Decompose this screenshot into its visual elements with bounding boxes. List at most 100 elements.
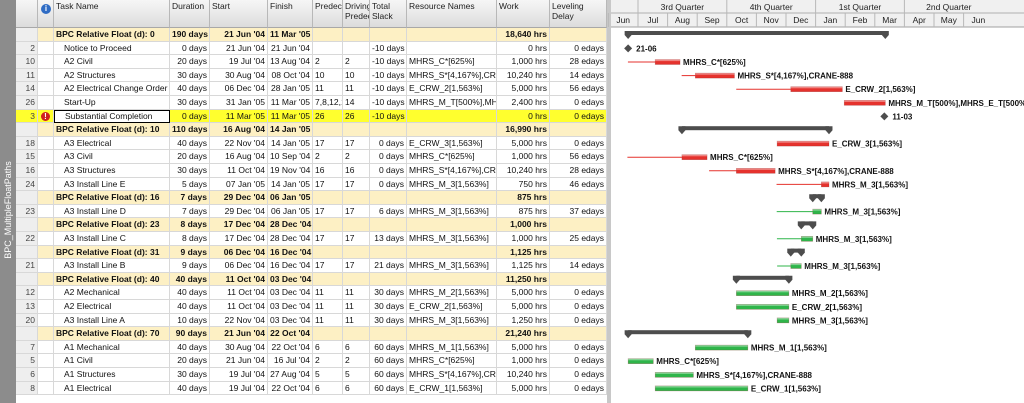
task-predecessors: 16: [313, 164, 343, 178]
split-bar[interactable]: [607, 0, 611, 403]
task-name[interactable]: A3 Civil: [54, 150, 170, 164]
task-name[interactable]: A3 Install Line E: [54, 177, 170, 192]
column-header[interactable]: Finish: [268, 0, 313, 28]
bar-label: MHRS_M_2[1,563%]: [792, 289, 868, 298]
task-delay: 0 edays: [550, 300, 607, 314]
quarter-label: 3rd Quarter: [661, 2, 705, 12]
indicator-cell: [38, 41, 54, 56]
group-cell: [343, 245, 370, 260]
indicator-cell: [38, 245, 54, 260]
group-cell: [550, 123, 607, 137]
task-name[interactable]: Substantial Completion: [54, 109, 170, 124]
task-name[interactable]: A3 Install Line C: [54, 232, 170, 246]
column-header[interactable]: Leveling Delay: [550, 0, 607, 28]
indicator-cell: [38, 55, 54, 69]
task-start: 29 Dec '04: [210, 204, 268, 219]
task-duration: 40 days: [170, 136, 210, 151]
task-finish: 03 Dec '04: [268, 300, 313, 314]
task-predecessors: 2: [313, 150, 343, 164]
bar-label: MHRS_M_3[1,563%]: [816, 235, 892, 244]
task-work: 5,000 hrs: [497, 381, 550, 396]
task-bar: [790, 263, 802, 269]
task-resources: E_CRW_3[1,563%]: [407, 136, 497, 151]
task-duration: 20 days: [170, 354, 210, 368]
task-duration: 40 days: [170, 340, 210, 355]
task-name[interactable]: A2 Civil: [54, 55, 170, 69]
task-finish: 16 Dec '04: [268, 259, 313, 273]
task-name[interactable]: A2 Electrical: [54, 300, 170, 314]
column-header[interactable]: Resource Names: [407, 0, 497, 28]
task-driving: 2: [343, 55, 370, 69]
task-bar-shine: [695, 345, 748, 347]
task-name[interactable]: A3 Install Line D: [54, 204, 170, 219]
group-cell: [550, 218, 607, 232]
task-name[interactable]: A3 Electrical: [54, 136, 170, 151]
row-header: 3: [16, 109, 38, 124]
group-cell: [370, 245, 407, 260]
group-name: BPC Relative Float (d): 70: [54, 327, 170, 341]
column-header[interactable]: Total Slack: [370, 0, 407, 28]
task-duration: 0 days: [170, 41, 210, 56]
task-start: 31 Jan '05: [210, 96, 268, 110]
task-name[interactable]: A2 Mechanical: [54, 286, 170, 300]
task-finish: 16 Jul '04: [268, 354, 313, 368]
group-cell: [343, 191, 370, 205]
task-work: 0 hrs: [497, 41, 550, 56]
group-cell: [343, 28, 370, 42]
task-name[interactable]: A3 Install Line A: [54, 313, 170, 328]
task-name[interactable]: A1 Electrical: [54, 381, 170, 396]
task-predecessors: 2: [313, 55, 343, 69]
task-name[interactable]: A3 Install Line B: [54, 259, 170, 273]
bar-label: E_CRW_1[1,563%]: [751, 384, 821, 393]
column-header[interactable]: Task Name: [54, 0, 170, 28]
row-header: 2: [16, 41, 38, 56]
task-slack: 0 days: [370, 177, 407, 192]
task-resources: MHRS_M_1[1,563%]: [407, 340, 497, 355]
task-start: 16 Aug '04: [210, 150, 268, 164]
group-cell: [550, 28, 607, 42]
task-slack: 30 days: [370, 313, 407, 328]
task-name[interactable]: A1 Civil: [54, 354, 170, 368]
task-name[interactable]: A2 Structures: [54, 68, 170, 83]
task-resources: E_CRW_1[1,563%]: [407, 381, 497, 396]
task-duration: 20 days: [170, 150, 210, 164]
task-name[interactable]: A1 Structures: [54, 368, 170, 382]
column-header[interactable]: Duration: [170, 0, 210, 28]
column-header[interactable]: Start: [210, 0, 268, 28]
task-name[interactable]: Notice to Proceed: [54, 41, 170, 56]
task-start: 30 Aug '04: [210, 68, 268, 83]
task-work: 5,000 hrs: [497, 340, 550, 355]
task-work: 1,125 hrs: [497, 259, 550, 273]
task-finish: 14 Jan '05: [268, 136, 313, 151]
month-label: Jan: [824, 15, 838, 25]
task-name[interactable]: A2 Electrical Change Order: [54, 82, 170, 96]
summary-end: [817, 194, 825, 203]
column-header[interactable]: Predecessors: [313, 0, 343, 28]
column-header[interactable]: Driving Predecessors: [343, 0, 370, 28]
task-bar-shine: [790, 263, 802, 266]
group-start: 21 Jun '04: [210, 28, 268, 42]
warning-icon[interactable]: !: [41, 111, 50, 121]
row-header: 7: [16, 340, 38, 355]
task-duration: 0 days: [170, 109, 210, 124]
task-resources: MHRS_S*[4,167%],CRANE-888: [407, 68, 497, 83]
task-bar-shine: [777, 141, 829, 143]
task-bar: [821, 181, 830, 188]
task-bar-shine: [790, 86, 843, 89]
summary-end: [825, 126, 833, 135]
task-bar-shine: [655, 372, 694, 374]
task-name[interactable]: A3 Structures: [54, 164, 170, 178]
group-cell: [343, 218, 370, 232]
task-start: 22 Nov '04: [210, 136, 268, 151]
task-name[interactable]: Start-Up: [54, 96, 170, 110]
column-header[interactable]: Work: [497, 0, 550, 28]
month-label: Jun: [616, 15, 630, 25]
summary-bar: [812, 194, 822, 199]
task-predecessors: 26: [313, 109, 343, 124]
group-duration: 8 days: [170, 218, 210, 232]
task-finish: 03 Dec '04: [268, 313, 313, 328]
group-finish: 06 Jan '05: [268, 191, 313, 205]
task-work: 1,250 hrs: [497, 313, 550, 328]
task-driving: 2: [343, 150, 370, 164]
task-name[interactable]: A1 Mechanical: [54, 340, 170, 355]
